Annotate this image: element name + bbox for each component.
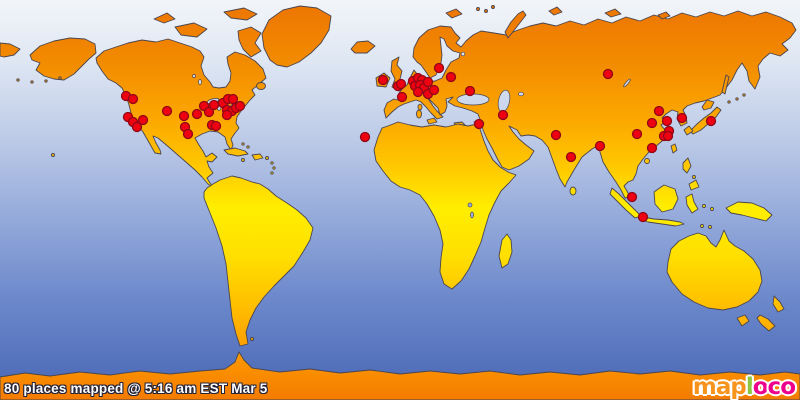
landmass-chukotka (0, 42, 21, 58)
island-sakhalin (721, 74, 730, 95)
island-svalbard (445, 8, 463, 19)
island-newfoundland (256, 82, 266, 90)
logo-letter: c (767, 374, 782, 400)
visitor-dot (131, 121, 143, 133)
visitor-dot (161, 105, 173, 117)
visitor-dot (565, 151, 577, 163)
visitor-dot (395, 78, 407, 90)
visitor-dot (203, 106, 215, 118)
landmass-eurasia (383, 10, 797, 199)
visitor-dot (626, 191, 638, 203)
visitor-dot (676, 112, 688, 124)
visitor-dot (412, 86, 424, 98)
landmass-australia (666, 229, 763, 311)
island-hainan (644, 158, 650, 164)
island-sri-lanka (569, 186, 577, 196)
island-hawaii (51, 153, 55, 157)
visitor-dot (445, 71, 457, 83)
visitor-dot (497, 109, 509, 121)
visitor-dot (234, 100, 246, 112)
logo-letter: o (780, 374, 796, 400)
maploco-logo[interactable]: maploco (692, 374, 796, 400)
logo-letter: a (715, 374, 732, 400)
visitor-dot (594, 140, 606, 152)
island-novaya-zemlya (504, 10, 527, 39)
island-luzon (682, 157, 692, 174)
visitor-dot (422, 76, 434, 88)
visitor-dot (631, 128, 643, 140)
visitor-dot (127, 93, 139, 105)
island-cuba (223, 147, 249, 157)
logo-letter: l (745, 374, 754, 400)
aral-sea (518, 91, 524, 97)
landmass-africa (373, 121, 517, 290)
visitor-dot (396, 91, 408, 103)
visitor-dot (646, 142, 658, 154)
visitor-dot (550, 129, 562, 141)
visitor-dot (473, 118, 485, 130)
visitor-dot (637, 211, 649, 223)
island-iceland (350, 40, 376, 54)
visitor-dot (662, 130, 674, 142)
visitor-dot (182, 128, 194, 140)
logo-letter: p (730, 374, 747, 400)
visitor-dots (120, 62, 717, 223)
landmass-antarctica (0, 351, 800, 400)
island-falklands (250, 337, 254, 341)
visitor-dot (137, 114, 149, 126)
visitor-dot (377, 74, 389, 86)
visitor-dot (428, 84, 440, 96)
island-tasmania (736, 314, 750, 327)
island-nz-north (772, 295, 785, 313)
island-nz-south (756, 314, 776, 332)
island-baffin (237, 26, 262, 58)
visitor-dot (227, 93, 239, 105)
visitor-dot (359, 131, 371, 143)
visitor-dot (646, 117, 658, 129)
status-text: 80 places mapped @ 5:16 am EST Mar 5 (4, 381, 268, 396)
island-borneo (653, 184, 679, 213)
visitor-dot (464, 85, 476, 97)
visitor-dot (602, 68, 614, 80)
visitor-dot (210, 120, 222, 132)
island-sulawesi (685, 193, 699, 214)
island-sardinia (416, 109, 422, 119)
island-madagascar (498, 233, 513, 269)
visitor-dot (661, 115, 673, 127)
visitor-dot (178, 110, 190, 122)
landmass-alaska (29, 37, 97, 81)
black-sea (456, 93, 490, 106)
visitor-dot (208, 99, 220, 111)
island-new-guinea (725, 201, 773, 222)
visitor-dot (433, 62, 445, 74)
island-hokkaido (701, 99, 715, 111)
island-sicily (426, 117, 438, 125)
landmass-south-america (203, 175, 314, 347)
island-honshu (689, 106, 722, 135)
logo-letter: o (752, 374, 769, 400)
visitor-dot (221, 109, 233, 121)
visitor-dot (191, 108, 203, 120)
island-kyushu (683, 125, 694, 136)
landmass-greenland (261, 5, 332, 68)
visitor-dot (705, 115, 717, 127)
island-taiwan (670, 143, 678, 154)
logo-letter: m (692, 374, 717, 400)
visitor-dot (653, 105, 665, 117)
lake-baikal (623, 78, 631, 88)
